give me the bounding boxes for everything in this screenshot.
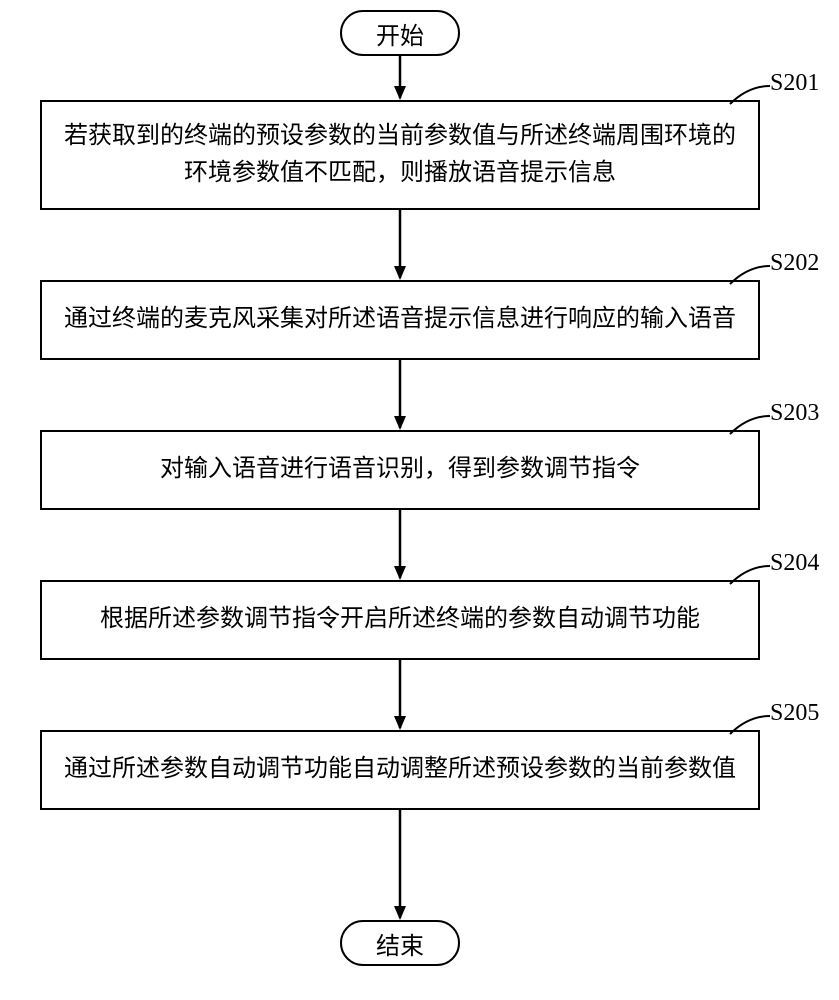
label-s202: S202: [770, 250, 819, 277]
process-s202-text: 通过终端的麦克风采集对所述语音提示信息进行响应的输入语音: [64, 301, 736, 338]
start-text: 开始: [376, 16, 424, 51]
end-text: 结束: [376, 926, 424, 961]
end-node: 结束: [340, 920, 460, 966]
label-s205: S205: [770, 700, 819, 727]
process-s202: 通过终端的麦克风采集对所述语音提示信息进行响应的输入语音: [40, 280, 760, 360]
label-s203: S203: [770, 400, 819, 427]
label-s204: S204: [770, 550, 819, 577]
label-s201: S201: [770, 70, 819, 97]
process-s205: 通过所述参数自动调节功能自动调整所述预设参数的当前参数值: [40, 730, 760, 810]
process-s203-text: 对输入语音进行语音识别，得到参数调节指令: [160, 451, 640, 488]
process-s204-text: 根据所述参数调节指令开启所述终端的参数自动调节功能: [100, 601, 700, 638]
process-s201-line1: 若获取到的终端的预设参数的当前参数值与所述终端周围环境的: [64, 123, 736, 149]
flowchart-container: 开始 若获取到的终端的预设参数的当前参数值与所述终端周围环境的 环境参数值不匹配…: [0, 0, 839, 1000]
process-s203: 对输入语音进行语音识别，得到参数调节指令: [40, 430, 760, 510]
process-s201: 若获取到的终端的预设参数的当前参数值与所述终端周围环境的 环境参数值不匹配，则播…: [40, 100, 760, 210]
process-s201-line2: 环境参数值不匹配，则播放语音提示信息: [184, 160, 616, 186]
process-s201-text: 若获取到的终端的预设参数的当前参数值与所述终端周围环境的 环境参数值不匹配，则播…: [64, 118, 736, 192]
process-s205-text: 通过所述参数自动调节功能自动调整所述预设参数的当前参数值: [64, 751, 736, 788]
start-node: 开始: [340, 10, 460, 56]
process-s204: 根据所述参数调节指令开启所述终端的参数自动调节功能: [40, 580, 760, 660]
